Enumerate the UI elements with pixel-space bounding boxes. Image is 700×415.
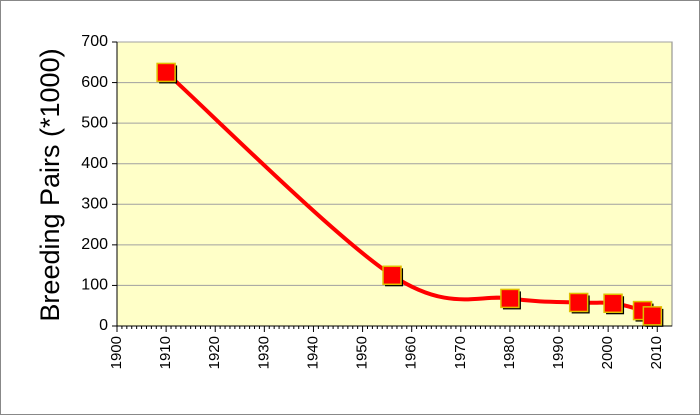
y-tick-label: 500 <box>81 114 108 131</box>
marker <box>568 292 589 313</box>
x-tick-label: 1990 <box>550 336 567 369</box>
marker <box>382 265 402 286</box>
y-tick-label: 400 <box>81 155 108 172</box>
y-tick-label: 0 <box>99 317 108 334</box>
marker <box>642 306 663 326</box>
y-tick-label: 700 <box>81 33 108 50</box>
y-axis-title: Breeding Pairs (*1000) <box>35 48 65 321</box>
x-tick-label: 1920 <box>206 336 223 369</box>
x-tick-label: 2010 <box>648 336 665 369</box>
x-tick-label: 2000 <box>599 336 616 369</box>
x-tick-label: 1930 <box>255 336 272 369</box>
x-tick-label: 1970 <box>452 336 469 369</box>
y-tick-label: 200 <box>81 236 108 253</box>
y-tick-label: 100 <box>81 277 108 294</box>
x-tick-label: 1910 <box>157 336 174 369</box>
x-tick-label: 1950 <box>354 336 371 369</box>
y-tick-label: 600 <box>81 74 108 91</box>
y-tick-label: 300 <box>81 196 108 213</box>
x-tick-label: 1960 <box>403 336 420 369</box>
marker <box>603 293 623 314</box>
marker <box>500 288 520 309</box>
x-tick-label: 1980 <box>501 336 518 369</box>
x-tick-label: 1940 <box>304 336 321 369</box>
marker <box>156 62 176 83</box>
x-tick-label: 1900 <box>108 336 125 369</box>
